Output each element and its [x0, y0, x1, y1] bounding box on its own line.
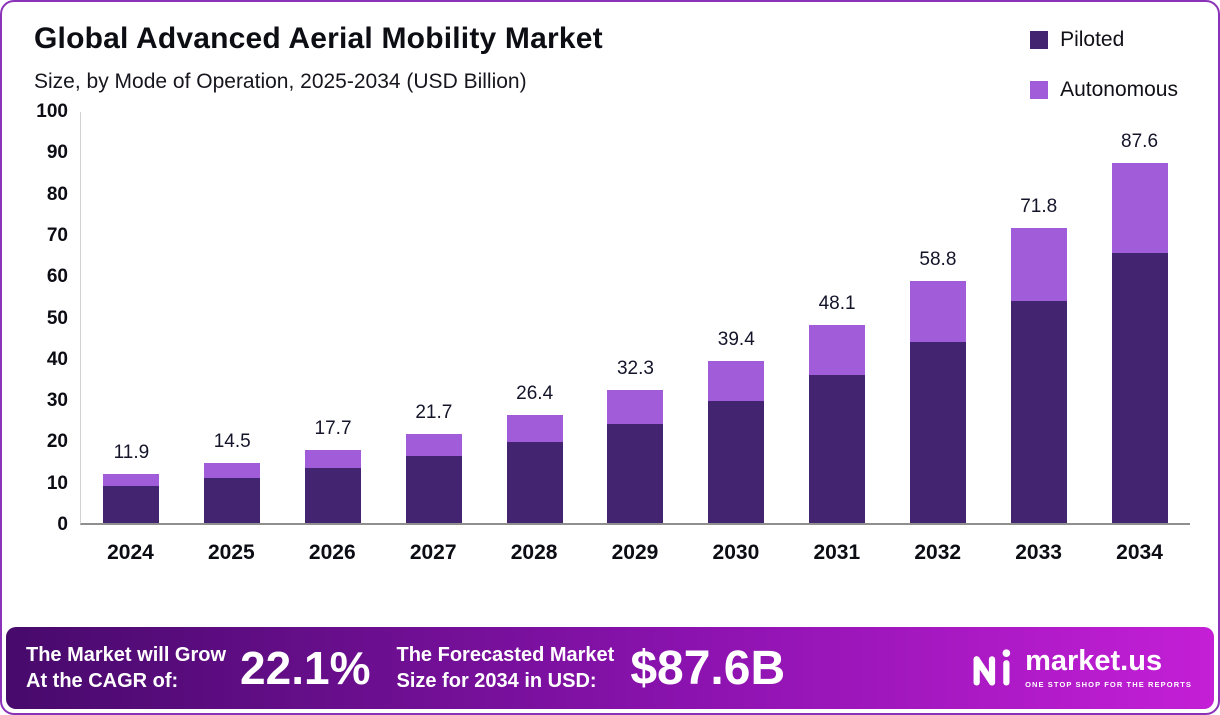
- bar-segment-piloted: [1010, 301, 1067, 523]
- bar-segment-piloted: [1111, 252, 1168, 523]
- bar-segment-autonomous: [204, 463, 261, 479]
- cagr-label-line2: At the CAGR of:: [26, 670, 179, 692]
- bar-segment-piloted: [909, 341, 966, 523]
- cagr-label-line1: The Market will Grow: [26, 644, 227, 666]
- bar-segment-autonomous: [607, 390, 664, 424]
- bar-group-2031: 48.1: [787, 112, 888, 523]
- bar-total-label: 26.4: [516, 382, 554, 404]
- bar-segment-autonomous: [1111, 162, 1168, 253]
- bar-total-label: 58.8: [919, 249, 957, 271]
- bar-group-2028: 26.4: [484, 112, 585, 523]
- bar-group-2025: 14.5: [182, 112, 283, 523]
- bar-total-label: 21.7: [415, 401, 453, 423]
- y-tick-label: 20: [46, 431, 68, 453]
- y-tick-label: 80: [46, 183, 68, 205]
- bar-segment-piloted: [305, 468, 362, 523]
- legend-item-autonomous: Autonomous: [1030, 78, 1178, 102]
- bar-group-2027: 21.7: [383, 112, 484, 523]
- forecast-label: The Forecasted Market Size for 2034 in U…: [396, 642, 614, 694]
- y-tick-label: 60: [46, 266, 68, 288]
- bar-total-label: 17.7: [314, 418, 352, 440]
- forecast-label-line1: The Forecasted Market: [396, 644, 615, 666]
- bar-segment-piloted: [607, 423, 664, 523]
- forecast-value: $87.6B: [630, 641, 786, 695]
- x-axis-labels: 2024 2025 2026 2027 2028 2029 2030 2031 2032 2033…: [80, 525, 1190, 565]
- x-tick-label: 2025: [208, 541, 255, 564]
- y-tick-label: 40: [46, 348, 68, 370]
- title-block: Global Advanced Aerial Mobility Market S…: [34, 22, 603, 94]
- footer-banner: The Market will Grow At the CAGR of: 22.…: [6, 627, 1214, 709]
- y-tick-label: 10: [46, 472, 68, 494]
- bar-segment-piloted: [809, 374, 866, 523]
- bar-segment-piloted: [506, 441, 563, 523]
- bar-segment-autonomous: [103, 474, 160, 487]
- bar-total-label: 71.8: [1020, 195, 1058, 217]
- x-axis-spacer: [18, 525, 80, 565]
- bar-segment-piloted: [405, 456, 462, 523]
- plot-area: 11.9 14.5 17.7 21.7 26.4 32.3 39.4 48.1 58.8 71.8…: [80, 112, 1190, 525]
- cagr-value: 22.1%: [240, 642, 371, 694]
- bar-segment-autonomous: [809, 325, 866, 375]
- x-tick-label: 2033: [1015, 541, 1062, 564]
- y-tick-label: 30: [46, 390, 68, 412]
- market-us-logo-icon: [973, 649, 1011, 686]
- bar-segment-autonomous: [506, 414, 563, 442]
- bar-total-label: 39.4: [717, 329, 755, 351]
- bar-group-2032: 58.8: [888, 112, 989, 523]
- legend-swatch-piloted: [1030, 31, 1049, 49]
- bar-group-2024: 11.9: [81, 112, 182, 523]
- x-tick-label: 2030: [712, 541, 760, 564]
- bar-total-label: 48.1: [818, 293, 856, 315]
- bar-segment-autonomous: [1010, 227, 1067, 302]
- x-tick-label: 2027: [409, 541, 457, 564]
- x-tick-label: 2029: [611, 541, 659, 564]
- x-tick-label: 2028: [510, 541, 558, 564]
- bar-group-2030: 39.4: [686, 112, 787, 523]
- y-axis: 100 90 80 70 60 50 40 30 20 10 0: [18, 101, 80, 535]
- y-tick-label: 50: [46, 307, 68, 329]
- legend-label-autonomous: Autonomous: [1060, 78, 1178, 101]
- chart-legend: Piloted Autonomous: [1030, 22, 1178, 102]
- bar-total-label: 87.6: [1121, 130, 1159, 152]
- brand-name: market.us: [1025, 645, 1163, 677]
- legend-item-piloted: Piloted: [1030, 28, 1178, 52]
- cagr-label: The Market will Grow At the CAGR of:: [26, 642, 226, 694]
- page-title: Global Advanced Aerial Mobility Market: [34, 22, 603, 55]
- x-axis: 2024 2025 2026 2027 2028 2029 2030 2031 2032 2033…: [18, 525, 1190, 565]
- bar-segment-autonomous: [305, 450, 362, 469]
- x-tick-label: 2026: [308, 541, 356, 564]
- legend-label-piloted: Piloted: [1060, 28, 1125, 51]
- bar-total-label: 11.9: [113, 442, 150, 464]
- x-tick-label: 2032: [914, 541, 962, 564]
- bar-group-2033: 71.8: [988, 112, 1089, 523]
- bar-total-label: 14.5: [213, 431, 251, 453]
- stacked-bar-chart: 100 90 80 70 60 50 40 30 20 10 0 11.9 14.5 17.7 21.7 2…: [2, 101, 1218, 565]
- bar-segment-piloted: [103, 486, 160, 523]
- y-tick-label: 70: [46, 224, 68, 246]
- bar-group-2029: 32.3: [585, 112, 686, 523]
- brand-text: market.us ONE STOP SHOP FOR THE REPORTS: [1025, 645, 1192, 690]
- y-tick-label: 90: [46, 142, 68, 164]
- forecast-label-line2: Size for 2034 in USD:: [396, 670, 597, 692]
- bar-segment-autonomous: [708, 361, 765, 402]
- header: Global Advanced Aerial Mobility Market S…: [2, 2, 1218, 102]
- y-tick-label: 100: [36, 101, 68, 122]
- x-tick-label: 2034: [1116, 541, 1163, 564]
- x-tick-label: 2031: [813, 541, 861, 564]
- y-tick-label: 0: [57, 514, 68, 535]
- bar-total-label: 32.3: [616, 358, 654, 380]
- brand-tagline: ONE STOP SHOP FOR THE REPORTS: [1025, 680, 1192, 689]
- bar-group-2026: 17.7: [283, 112, 384, 523]
- brand-logo: market.us ONE STOP SHOP FOR THE REPORTS: [969, 645, 1192, 691]
- x-tick-label: 2024: [107, 541, 154, 564]
- bar-segment-piloted: [708, 401, 765, 523]
- bar-segment-autonomous: [405, 433, 462, 457]
- page-subtitle: Size, by Mode of Operation, 2025-2034 (U…: [34, 70, 527, 93]
- legend-swatch-autonomous: [1030, 81, 1049, 99]
- bar-group-2034: 87.6: [1089, 112, 1190, 523]
- bar-segment-autonomous: [909, 281, 966, 342]
- bar-segment-piloted: [204, 478, 261, 523]
